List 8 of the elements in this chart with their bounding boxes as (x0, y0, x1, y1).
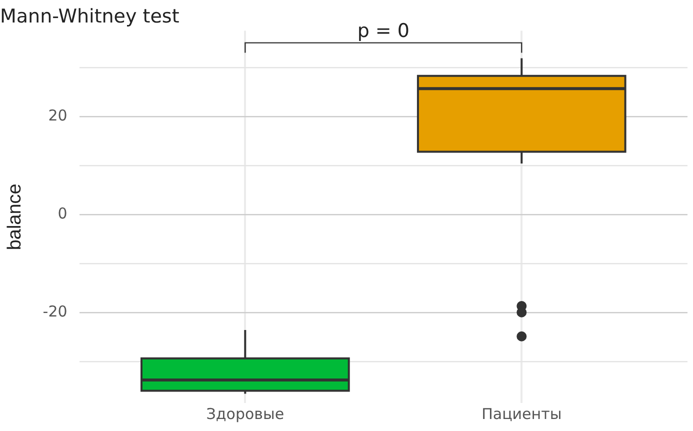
x-tick-label: Пациенты (482, 404, 562, 423)
x-tick-label: Здоровые (206, 404, 284, 423)
y-tick-label: 0 (58, 204, 68, 222)
y-axis-title: balance (4, 184, 26, 250)
y-tick-label: -20 (42, 302, 68, 320)
annotation: p = 0 (357, 20, 410, 42)
chart-title: Mann-Whitney test (0, 5, 180, 28)
y-tick-label: 20 (48, 106, 68, 124)
